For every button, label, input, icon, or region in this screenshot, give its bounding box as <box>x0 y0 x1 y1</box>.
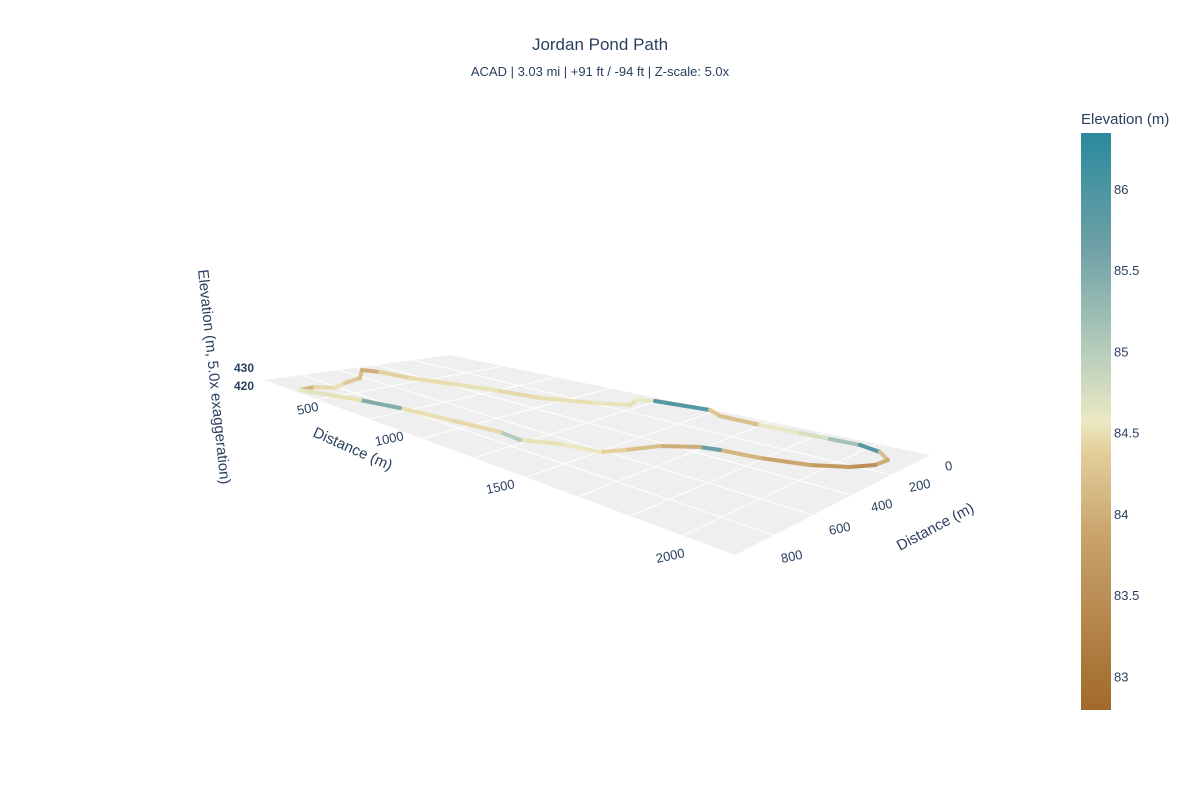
trail-segment <box>758 423 802 435</box>
colorbar-tick: 84 <box>1114 507 1128 522</box>
chart-title: Jordan Pond Path <box>532 35 668 54</box>
x-tick: 1000 <box>374 428 405 449</box>
trail-segment <box>698 445 722 452</box>
colorbar: Elevation (m) 86 85.5 85 84.5 84 83.5 83 <box>1081 111 1169 710</box>
trail-segment <box>458 383 502 393</box>
trail-segment <box>358 398 402 410</box>
x-tick: 2000 <box>655 545 686 566</box>
y-axis-label: Distance (m) <box>894 500 977 555</box>
trail-segment <box>718 414 762 427</box>
grid-line <box>630 432 824 517</box>
trail-segment <box>593 401 632 407</box>
grid-line <box>682 443 877 537</box>
trail-segment <box>828 437 862 447</box>
trail-segment <box>343 376 362 385</box>
y-tick: 200 <box>908 476 932 495</box>
grid-line <box>375 364 853 496</box>
x-tick: 1500 <box>485 476 516 497</box>
trail-segment <box>448 418 502 434</box>
chart-subtitle: ACAD | 3.03 mi | +91 ft / -94 ft | Z-sca… <box>471 64 730 79</box>
grid-line <box>369 376 557 420</box>
colorbar-tick: 84.5 <box>1114 426 1139 441</box>
z-axis: 430 420 Elevation (m, 5.0x exaggeration) <box>194 269 254 486</box>
trail-segment <box>298 388 332 397</box>
grid-line <box>338 369 814 516</box>
trail-segment <box>328 393 362 402</box>
y-tick: 0 <box>944 458 954 474</box>
grid-line <box>412 359 892 476</box>
trail-segment <box>538 396 597 405</box>
trail-segment <box>758 456 812 467</box>
trail-segment <box>623 444 662 452</box>
trail-segment <box>653 399 712 412</box>
colorbar-tick: 83.5 <box>1114 588 1139 603</box>
trail-segment <box>313 385 337 390</box>
trail-segment <box>598 448 627 454</box>
z-tick: 420 <box>234 379 254 393</box>
trail-segment <box>360 368 382 374</box>
colorbar-title: Elevation (m) <box>1081 111 1169 128</box>
grid-line <box>578 421 771 498</box>
trail-segment <box>498 389 542 400</box>
colorbar-ticks: 86 85.5 85 84.5 84 83.5 83 <box>1114 182 1139 685</box>
z-tick: 430 <box>234 361 254 375</box>
trail-segment <box>378 370 412 380</box>
trail-segment <box>808 463 852 469</box>
trail-segment <box>848 463 877 469</box>
z-axis-label: Elevation (m, 5.0x exaggeration) <box>194 269 233 486</box>
trail-segment <box>518 438 562 446</box>
colorbar-tick: 85 <box>1114 344 1128 359</box>
colorbar-tick: 85.5 <box>1114 263 1139 278</box>
trail-segment <box>558 442 602 454</box>
trail-segment <box>658 444 702 449</box>
trail-segment <box>873 458 890 467</box>
y-tick: 600 <box>828 519 852 538</box>
x-tick: 500 <box>296 399 320 418</box>
colorbar-tick: 83 <box>1114 669 1128 684</box>
trail-segment <box>798 431 832 441</box>
trail-segment <box>498 430 522 442</box>
grid-line <box>525 410 717 478</box>
colorbar-gradient <box>1081 133 1111 710</box>
grid-line <box>317 365 504 400</box>
trail-segment <box>718 448 762 460</box>
trail-segment <box>408 376 462 387</box>
trail-segment <box>858 443 882 454</box>
grid-line <box>473 398 664 459</box>
trail-segment <box>635 398 657 403</box>
grid-line <box>301 374 775 536</box>
grid-line <box>421 387 611 439</box>
floor-grid <box>301 359 892 537</box>
trail-segment <box>398 406 452 422</box>
trail-line <box>298 368 890 469</box>
colorbar-tick: 86 <box>1114 182 1128 197</box>
y-tick: 400 <box>870 496 894 515</box>
y-tick: 800 <box>780 547 804 566</box>
